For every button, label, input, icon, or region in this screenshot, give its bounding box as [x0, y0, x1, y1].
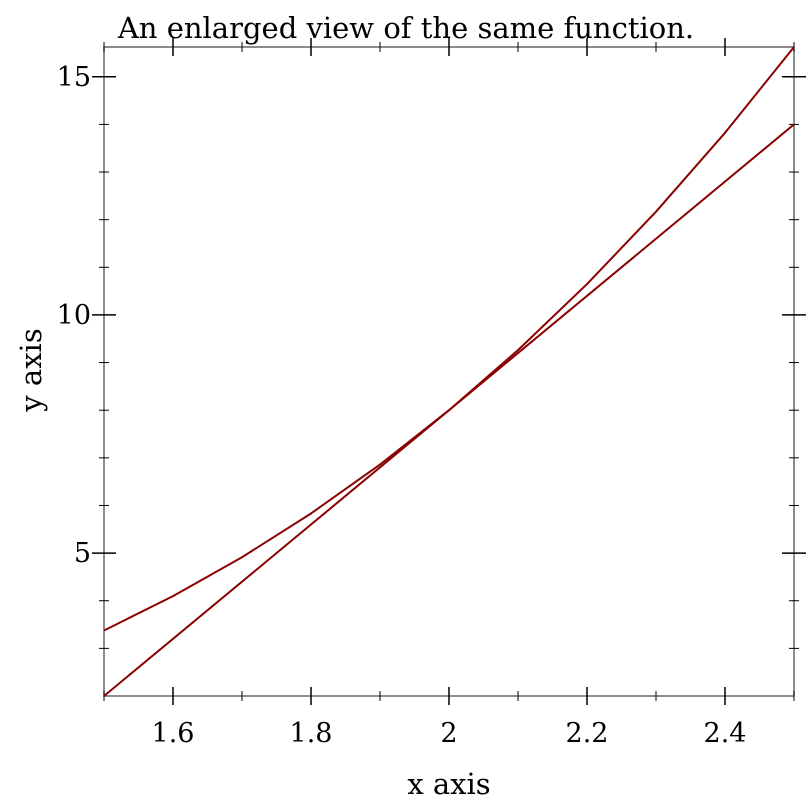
y-tick-label: 5 [74, 538, 91, 569]
x-tick-label: 2.4 [704, 718, 747, 749]
series-line-2 [103, 123, 795, 697]
y-tick-label: 15 [57, 62, 91, 93]
y-axis-label: y axis [14, 328, 48, 412]
x-tick-label: 1.8 [290, 718, 333, 749]
x-tick-label: 2.2 [566, 718, 609, 749]
y-tick-label: 10 [57, 300, 91, 331]
series-line-1 [103, 46, 795, 632]
x-axis-label: x axis [407, 767, 490, 801]
series-group [103, 46, 795, 697]
x-tick-label: 1.6 [152, 718, 195, 749]
chart-title: An enlarged view of the same function. [117, 11, 694, 45]
axis-ticks [92, 38, 806, 705]
tick-labels: 1.6 1.8 2 2.2 2.4 5 10 15 [57, 62, 747, 749]
x-tick-label: 2 [440, 718, 457, 749]
plot-frame [103, 46, 795, 697]
